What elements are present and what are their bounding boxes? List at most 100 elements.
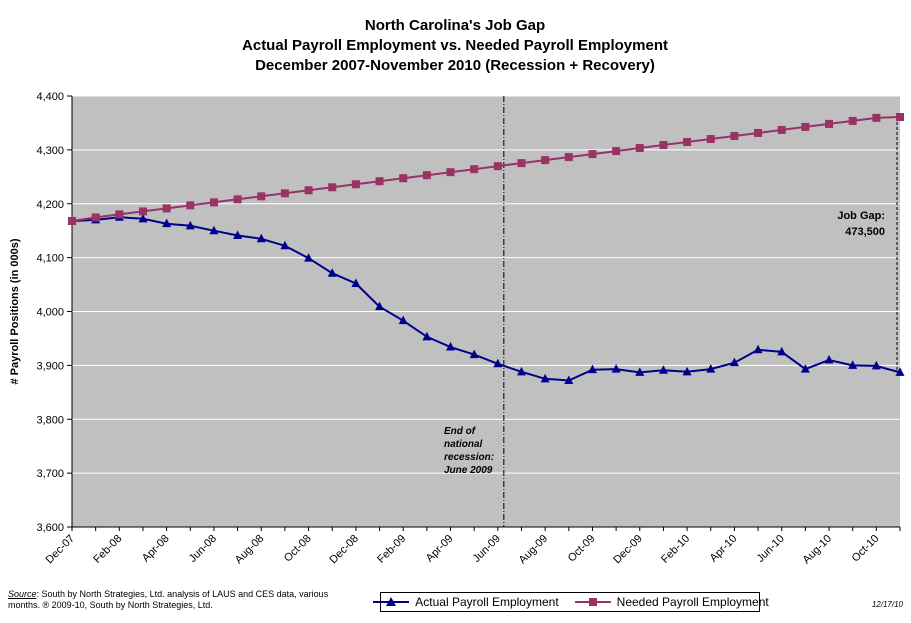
x-tick-label: Aug-09: [517, 533, 551, 567]
data-point-needed: [422, 171, 431, 180]
job-gap-annotation-line: 473,500: [845, 226, 885, 238]
y-tick-labels: 3,600 3,700 3,800 3,900 4,000 4,100 4,200 4,300…: [36, 91, 64, 534]
data-point-needed: [517, 159, 526, 168]
data-point-needed: [777, 125, 786, 134]
data-point-actual: [729, 357, 739, 367]
data-point-actual: [327, 268, 337, 277]
y-tick-label: 3,800: [36, 414, 64, 426]
y-tick-label: 3,600: [36, 522, 64, 534]
data-point-needed: [91, 213, 100, 222]
y-tick-label: 3,700: [36, 468, 64, 480]
chart-title: North Carolina's Job Gap Actual Payroll E…: [242, 17, 668, 74]
title-line: December 2007-November 2010 (Recession +…: [255, 57, 655, 74]
data-point-actual: [398, 315, 408, 325]
data-point-actual: [848, 360, 858, 369]
x-tick-label: Dec-09: [611, 533, 645, 567]
data-point-needed: [588, 150, 597, 159]
data-point-actual: [753, 344, 763, 354]
data-point-actual: [611, 364, 621, 373]
y-tick-label: 4,400: [36, 91, 64, 103]
x-tick-label: Apr-10: [708, 533, 740, 565]
data-point-needed: [257, 192, 266, 201]
data-point-needed: [541, 156, 550, 165]
data-point-needed: [162, 204, 171, 213]
y-tick-label: 4,200: [36, 199, 64, 211]
data-point-actual: [351, 278, 361, 287]
data-point-actual: [682, 366, 692, 376]
data-point-actual: [516, 366, 526, 376]
gridlines: [72, 95, 900, 474]
data-point-needed: [209, 198, 218, 207]
data-point-actual: [375, 301, 385, 311]
data-point-needed: [872, 113, 881, 122]
data-point-actual: [422, 331, 432, 341]
data-point-needed: [375, 177, 384, 186]
data-point-actual: [658, 365, 668, 374]
data-point-needed: [351, 180, 360, 189]
data-point-actual: [446, 342, 456, 351]
title-line: North Carolina's Job Gap: [365, 17, 545, 34]
data-point-actual: [280, 240, 290, 250]
legend-label-actual: Actual Payroll Employment: [415, 595, 559, 609]
x-tick-label: Feb-08: [91, 533, 124, 566]
recession-annotation-line: recession:: [444, 452, 494, 463]
data-point-needed: [896, 113, 904, 122]
data-point-actual: [871, 360, 881, 370]
recession-annotation-line: End of: [444, 426, 477, 437]
recession-annotation-line: June 2009: [444, 465, 493, 476]
data-point-needed: [754, 128, 763, 137]
data-point-needed: [280, 189, 289, 198]
series-line-0: [71, 216, 901, 382]
y-tick-label: 3,900: [36, 360, 64, 372]
source-text: : South by North Strategies, Ltd. analys…: [8, 589, 329, 610]
series: [67, 113, 905, 384]
x-tick-label: Jun-10: [755, 533, 787, 565]
data-point-actual: [469, 349, 479, 359]
data-point-actual: [304, 253, 314, 262]
data-point-needed: [564, 153, 573, 162]
data-point-needed: [115, 210, 124, 219]
x-tick-label: Dec-07: [44, 533, 78, 567]
data-point-actual: [233, 230, 243, 240]
data-point-actual: [162, 218, 172, 228]
data-point-actual: [824, 354, 834, 364]
x-tick-label: Jun-09: [471, 533, 503, 565]
legend: Actual Payroll Employment Needed Payroll…: [373, 592, 769, 612]
data-point-actual: [185, 220, 195, 230]
data-point-needed: [659, 141, 668, 150]
data-point-actual: [493, 358, 503, 368]
source-label: Source: [8, 589, 37, 599]
data-point-needed: [635, 144, 644, 153]
x-tick-label: Feb-09: [375, 533, 408, 566]
data-point-needed: [848, 116, 857, 125]
data-point-actual: [706, 364, 716, 373]
data-point-actual: [895, 367, 905, 376]
data-point-needed: [328, 183, 337, 192]
legend-entry-needed: Needed Payroll Employment: [573, 595, 769, 609]
x-tick-labels: Dec-07 Feb-08 Apr-08 Jun-08 Aug-08 Oct-08 Dec-…: [44, 533, 882, 567]
x-tick-label: Apr-09: [424, 533, 456, 565]
data-point-needed: [233, 195, 242, 204]
data-point-needed: [493, 162, 502, 171]
x-tick-label: Jun-08: [187, 533, 219, 565]
y-tick-label: 4,300: [36, 145, 64, 157]
legend-actual-marker-icon: [373, 597, 410, 606]
x-tick-label: Oct-10: [850, 533, 882, 565]
data-point-actual: [777, 346, 787, 356]
axes: [67, 95, 901, 531]
job-gap-annotation-line: Job Gap:: [837, 210, 885, 222]
data-point-needed: [304, 186, 313, 195]
data-point-actual: [587, 364, 597, 374]
x-tick-label: Aug-10: [801, 533, 835, 567]
x-tick-label: Aug-08: [233, 533, 267, 567]
legend-needed-marker-icon: [574, 598, 611, 606]
y-tick-label: 4,000: [36, 307, 64, 319]
date-stamp: 12/17/10: [871, 600, 903, 609]
data-point-needed: [706, 134, 715, 143]
x-tick-label: Oct-09: [566, 533, 598, 565]
data-point-needed: [399, 174, 408, 183]
title-line: Actual Payroll Employment vs. Needed Pay…: [242, 37, 668, 54]
data-point-actual: [564, 375, 574, 384]
data-point-needed: [683, 138, 692, 147]
data-point-actual: [138, 213, 148, 223]
